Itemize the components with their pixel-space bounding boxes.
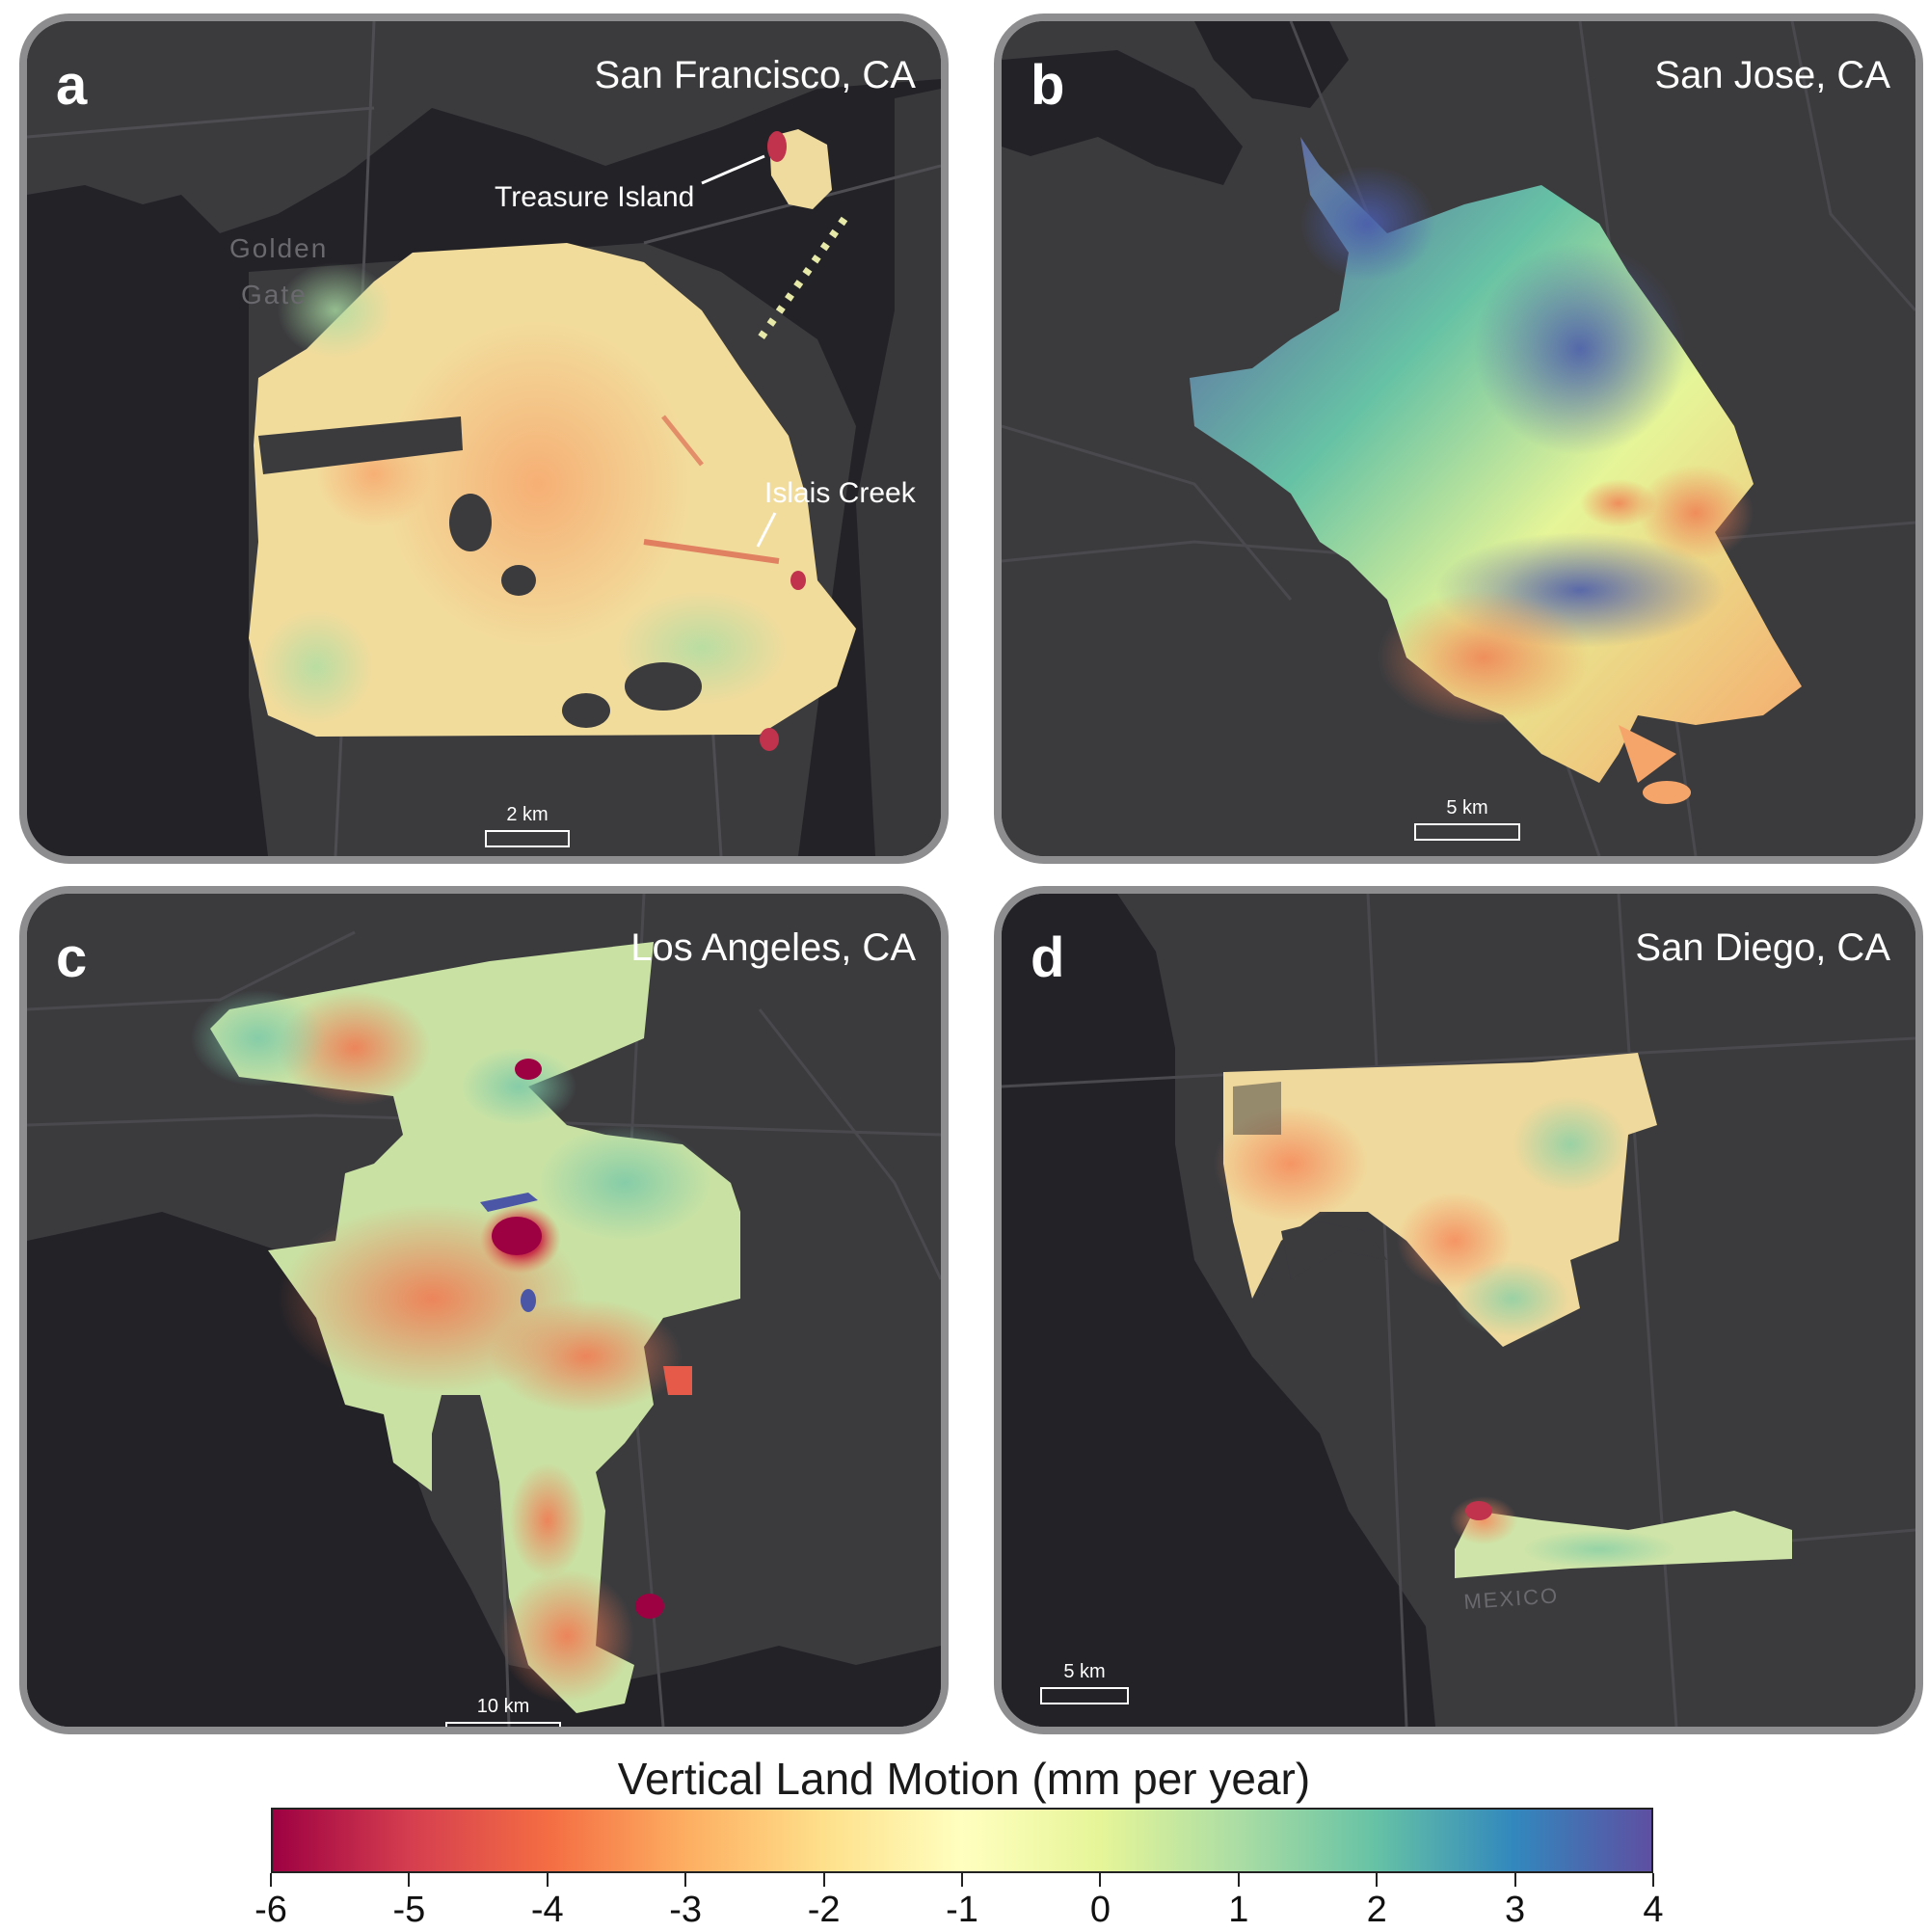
colorbar-tick [408, 1873, 411, 1887]
colorbar-tick-label: -4 [530, 1890, 564, 1930]
colorbar-tick-label: -1 [946, 1890, 978, 1930]
scale-bar: 10 km [445, 1696, 561, 1727]
water-pacific [1002, 894, 1435, 1727]
colorbar-tick-label: -2 [807, 1890, 841, 1930]
map-san-diego: MEXICO [1002, 894, 1915, 1727]
scale-bar-label: 2 km [506, 804, 549, 825]
colorbar-tick [1652, 1873, 1654, 1887]
colorbar-tick-label: -6 [254, 1890, 287, 1930]
panel-letter: d [1031, 926, 1065, 989]
colorbar-tick [546, 1873, 549, 1887]
colorbar-tick-label: -5 [392, 1890, 426, 1930]
panel-letter: b [1031, 54, 1065, 117]
colorbar-tick [684, 1873, 687, 1887]
colorbar-tick [1376, 1873, 1379, 1887]
scale-bar-label: 10 km [476, 1696, 530, 1717]
scale-bar: 5 km [1414, 798, 1520, 841]
colorbar-tick-label: 2 [1366, 1890, 1387, 1930]
land-east-shore [856, 89, 941, 856]
panel-letter: a [56, 54, 88, 117]
colorbar-tick-label: 1 [1228, 1890, 1249, 1930]
colorbar [271, 1808, 1653, 1873]
map-san-francisco [27, 21, 941, 856]
colorbar-tick-label: 3 [1505, 1890, 1526, 1930]
panel-letter: c [56, 926, 88, 989]
map-panel-san-francisco: a San Francisco, CA Treasure Island Isla… [19, 13, 949, 864]
water-sf-bay [1002, 50, 1243, 185]
colorbar-tick [1099, 1873, 1102, 1887]
colorbar-tick [270, 1873, 272, 1887]
map-panel-los-angeles: c Los Angeles, CA 10 km [19, 886, 949, 1734]
map-panel-san-jose: b San Jose, CA 5 km [994, 13, 1923, 864]
scale-bar-label: 5 km [1446, 797, 1488, 818]
colorbar-tick [822, 1873, 825, 1887]
map-san-jose [1002, 21, 1915, 856]
city-title: San Diego, CA [1635, 926, 1890, 969]
geo-label-gate: Gate [241, 280, 308, 309]
colorbar-tick [1513, 1873, 1516, 1887]
map-panel-san-diego: MEXICO d San Diego, CA 5 km [994, 886, 1923, 1734]
map-los-angeles [27, 894, 941, 1727]
city-title: Los Angeles, CA [630, 926, 916, 969]
annotation-treasure-island: Treasure Island [495, 181, 695, 213]
scale-bar: 2 km [485, 805, 570, 847]
geo-label-golden: Golden [229, 233, 329, 263]
colorbar-tick-label: -3 [669, 1890, 703, 1930]
colorbar-tick [1237, 1873, 1240, 1887]
city-title: San Francisco, CA [594, 54, 916, 96]
colorbar-tick-label: 4 [1643, 1890, 1664, 1930]
scale-bar: 5 km [1040, 1662, 1129, 1704]
colorbar-tick-label: 0 [1089, 1890, 1111, 1930]
colorbar-tick [961, 1873, 963, 1887]
colorbar-title: Vertical Land Motion (mm per year) [617, 1754, 1311, 1804]
land-marin-headlands [27, 21, 941, 233]
water-pacific [27, 1212, 941, 1727]
annotation-islais-creek: Islais Creek [764, 477, 916, 509]
city-title: San Jose, CA [1654, 54, 1890, 96]
scale-bar-label: 5 km [1063, 1661, 1106, 1682]
